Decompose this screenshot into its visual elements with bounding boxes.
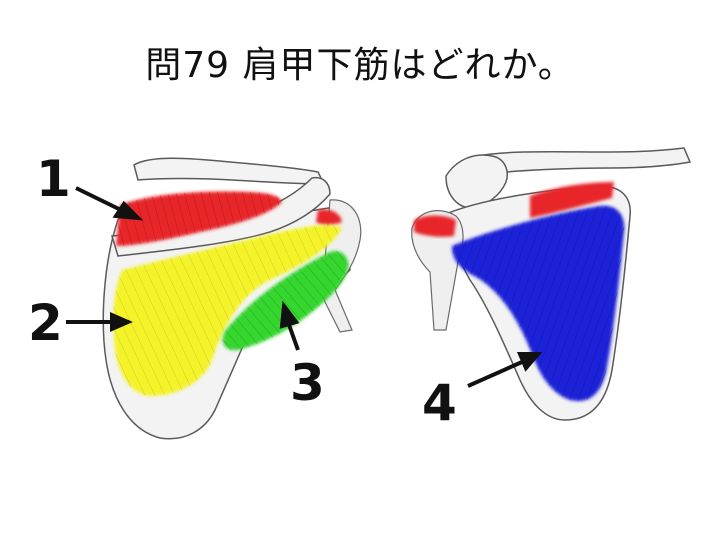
muscle-teres-minor	[222, 250, 349, 351]
red-margin-left	[414, 215, 456, 237]
label-2: 2	[28, 294, 63, 352]
arrow-3	[286, 321, 300, 351]
arrows	[66, 186, 543, 388]
red-margin-right	[530, 182, 614, 218]
question-title: 問79 肩甲下筋はどれか。	[145, 45, 575, 86]
arrowhead-3	[279, 300, 300, 329]
arrowhead-4	[516, 352, 543, 372]
acromion-right	[445, 154, 508, 209]
arrow-4	[467, 360, 523, 388]
label-3: 3	[290, 354, 325, 412]
arrowhead-2	[110, 311, 133, 333]
muscle-supraspinatus-insertion	[316, 209, 342, 225]
muscle-supraspinatus	[116, 191, 282, 246]
muscle-subscapularis	[452, 205, 625, 401]
clavicle-left	[133, 157, 326, 185]
label-4: 4	[422, 374, 457, 432]
posterior-scapula	[102, 157, 362, 440]
anterior-scapula	[411, 147, 692, 421]
muscle-infraspinatus	[113, 225, 342, 396]
arrowhead-1	[112, 200, 144, 221]
arrow-1	[75, 186, 126, 214]
label-1: 1	[36, 150, 71, 208]
clavicle-right	[476, 147, 692, 175]
